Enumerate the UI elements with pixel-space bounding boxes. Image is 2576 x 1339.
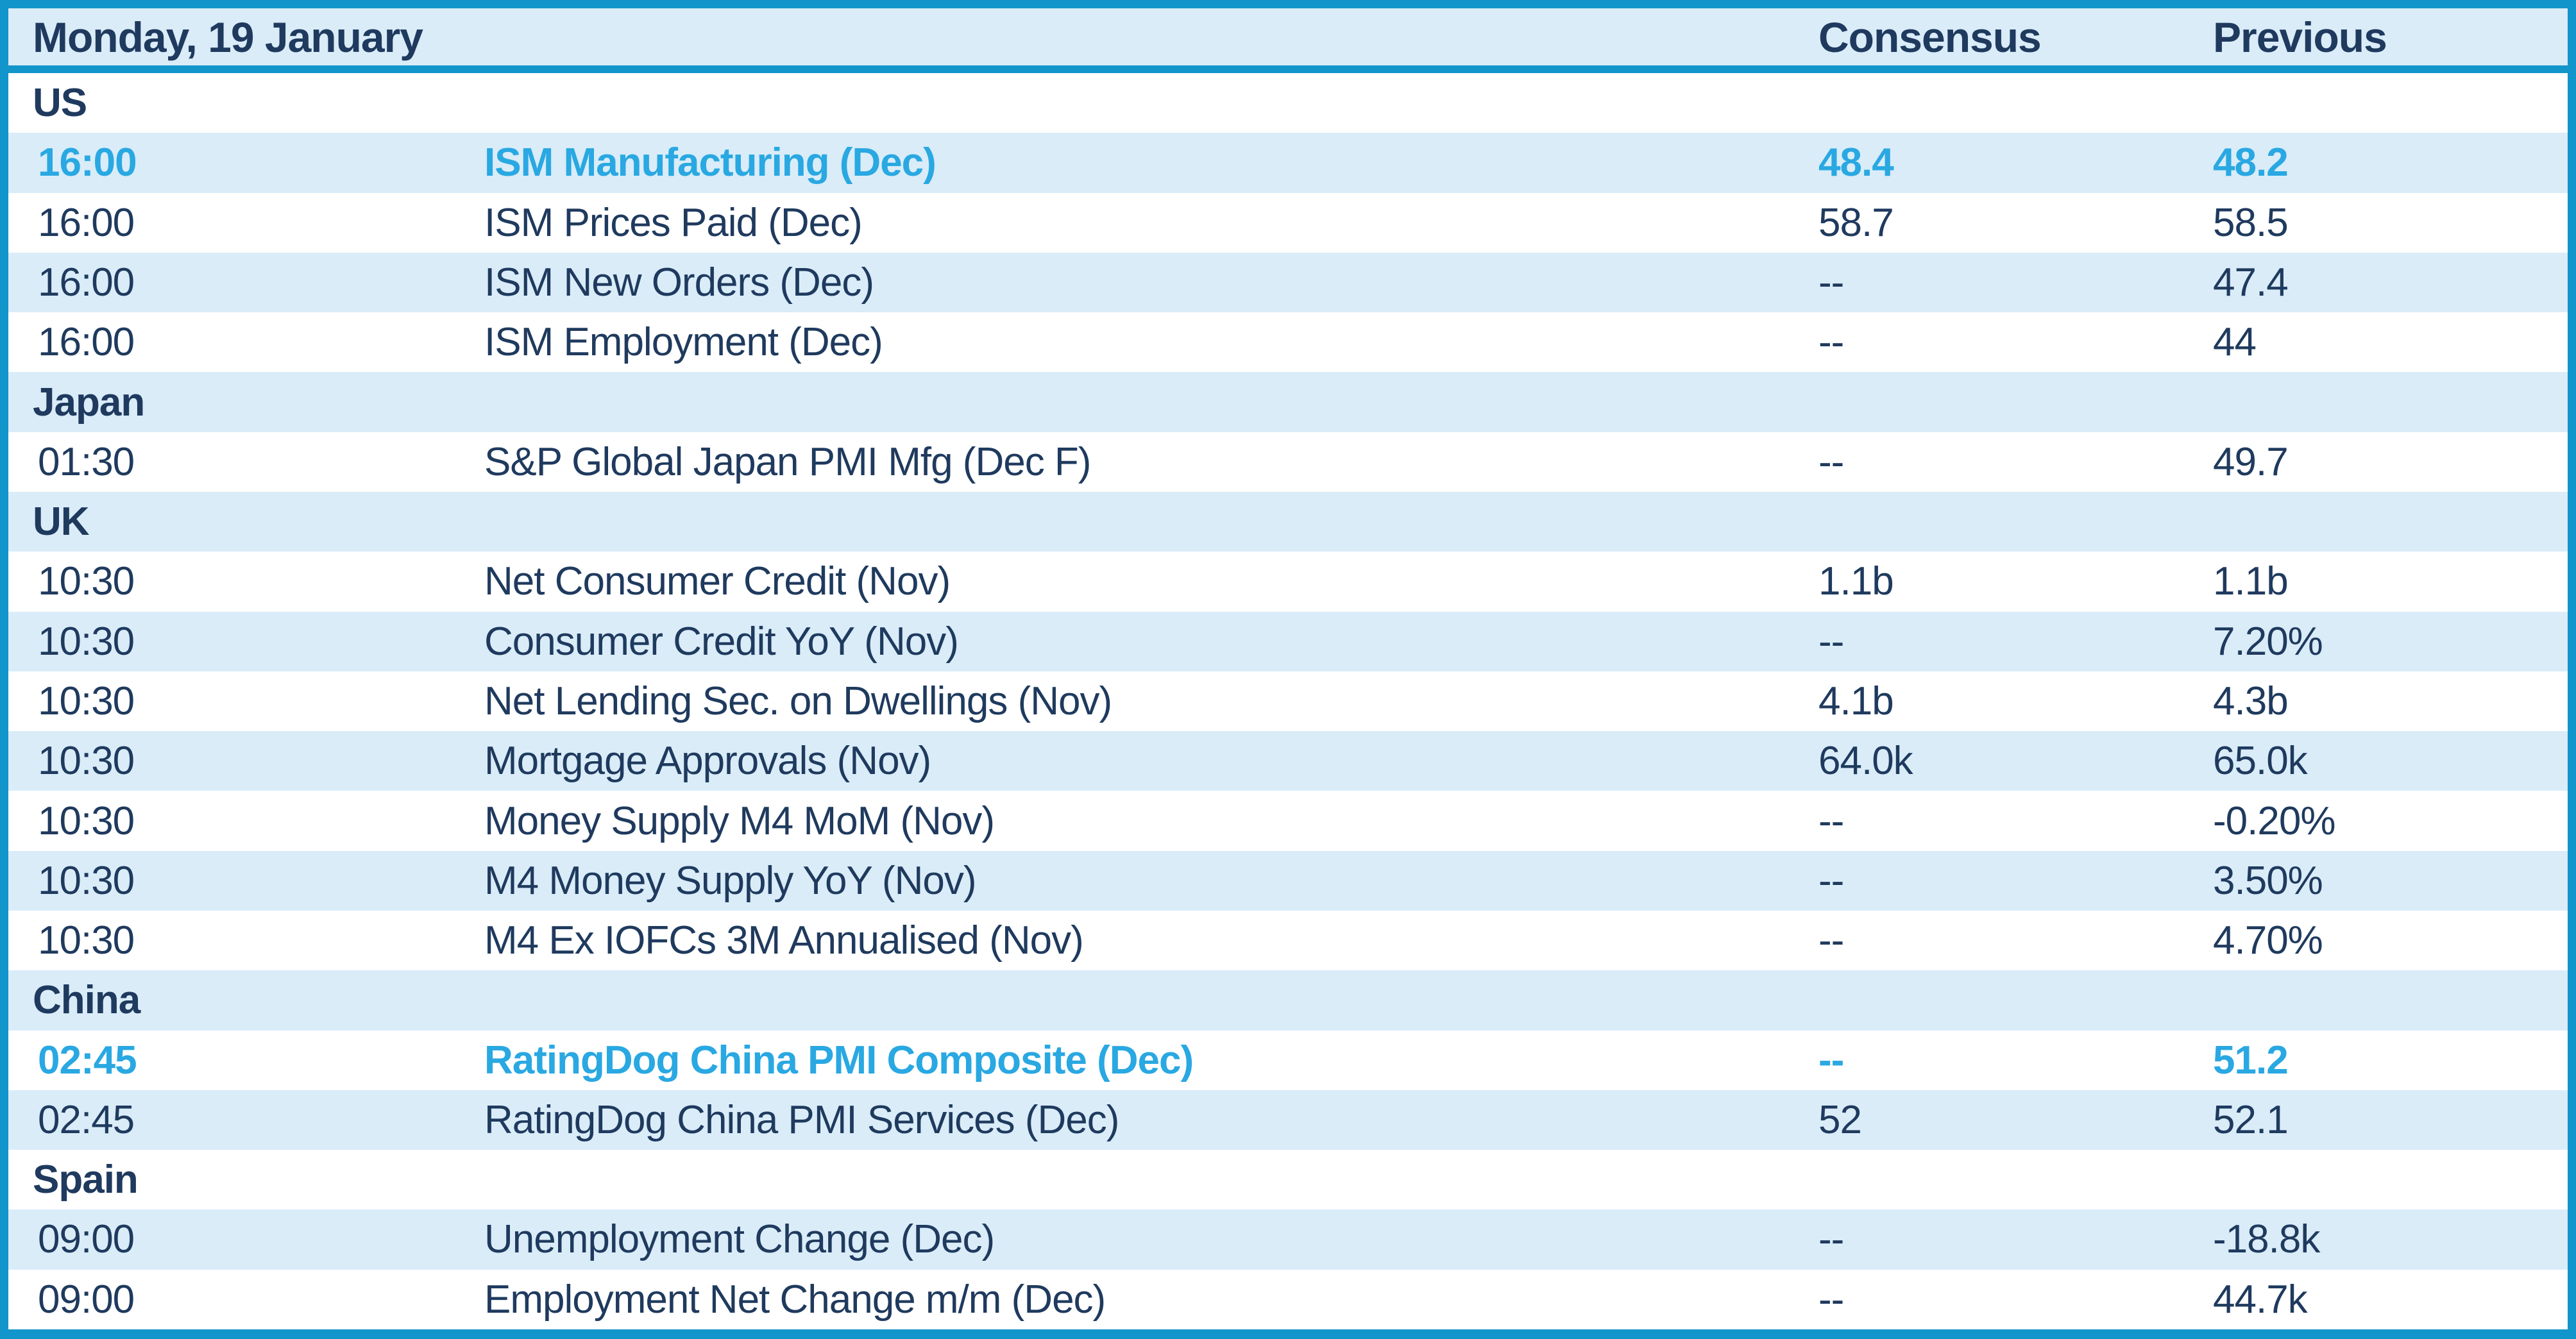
section-row: China <box>8 970 2568 1031</box>
event-row: 16:00 ISM Manufacturing (Dec) 48.4 48.2 <box>8 133 2568 193</box>
event-name-cell: ISM Manufacturing (Dec) <box>484 140 936 185</box>
section-label: UK <box>33 500 90 544</box>
previous-value-cell: 4.70% <box>2213 918 2323 963</box>
event-name-cell: ISM Employment (Dec) <box>484 320 883 365</box>
previous-value-cell: 7.20% <box>2213 619 2323 664</box>
section-label: Spain <box>33 1158 139 1202</box>
consensus-value-cell: -- <box>1818 1038 1844 1082</box>
consensus-value-cell: -- <box>1818 798 1844 843</box>
consensus-value-cell: -- <box>1818 1217 1844 1262</box>
event-time-cell: 09:00 <box>38 1217 135 1262</box>
consensus-value-cell: 58.7 <box>1818 200 1894 245</box>
consensus-value-cell: -- <box>1818 858 1844 903</box>
previous-value-cell: 48.2 <box>2213 140 2289 185</box>
event-row: 02:45 RatingDog China PMI Composite (Dec)… <box>8 1030 2568 1090</box>
event-row: 10:30 Mortgage Approvals (Nov) 64.0k 65.0k <box>8 731 2568 791</box>
previous-value-cell: 51.2 <box>2213 1038 2289 1082</box>
previous-value-cell: 49.7 <box>2213 439 2289 484</box>
table-header-row: Monday, 19 January Consensus Previous <box>8 8 2568 73</box>
previous-value-cell: 4.3b <box>2213 678 2289 723</box>
event-row: 16:00 ISM New Orders (Dec) -- 47.4 <box>8 252 2568 313</box>
consensus-value-cell: 48.4 <box>1818 140 1894 185</box>
consensus-value-cell: -- <box>1818 260 1844 305</box>
event-name-cell: M4 Ex IOFCs 3M Annualised (Nov) <box>484 918 1084 963</box>
previous-column-header: Previous <box>2213 13 2387 61</box>
section-label: US <box>33 81 87 126</box>
consensus-column-header: Consensus <box>1818 13 2042 61</box>
event-time-cell: 09:00 <box>38 1277 135 1322</box>
event-row: 02:45 RatingDog China PMI Services (Dec) 5… <box>8 1090 2568 1150</box>
event-row: 10:30 Net Consumer Credit (Nov) 1.1b 1.1b <box>8 552 2568 612</box>
event-name-cell: M4 Money Supply YoY (Nov) <box>484 858 977 903</box>
event-time-cell: 01:30 <box>38 439 135 484</box>
event-time-cell: 10:30 <box>38 619 135 664</box>
previous-value-cell: 1.1b <box>2213 559 2289 604</box>
event-time-cell: 16:00 <box>38 140 137 185</box>
event-time-cell: 10:30 <box>38 678 135 723</box>
event-time-cell: 16:00 <box>38 260 135 305</box>
event-row: 09:00 Employment Net Change m/m (Dec) -- 44… <box>8 1269 2568 1329</box>
previous-value-cell: 3.50% <box>2213 858 2323 903</box>
event-name-cell: S&P Global Japan PMI Mfg (Dec F) <box>484 439 1091 484</box>
event-time-cell: 02:45 <box>38 1097 135 1142</box>
event-name-cell: Net Lending Sec. on Dwellings (Nov) <box>484 678 1112 723</box>
section-row: UK <box>8 491 2568 552</box>
event-time-cell: 10:30 <box>38 739 135 784</box>
event-name-cell: Net Consumer Credit (Nov) <box>484 559 951 604</box>
consensus-value-cell: -- <box>1818 1277 1844 1322</box>
section-label: China <box>33 978 140 1023</box>
event-time-cell: 10:30 <box>38 858 135 903</box>
table-body: US 16:00 ISM Manufacturing (Dec) 48.4 48.2 16… <box>8 73 2568 1329</box>
event-row: 16:00 ISM Prices Paid (Dec) 58.7 58.5 <box>8 192 2568 253</box>
consensus-value-cell: 1.1b <box>1818 559 1894 604</box>
event-row: 10:30 Money Supply M4 MoM (Nov) -- -0.20% <box>8 791 2568 851</box>
consensus-value-cell: -- <box>1818 439 1844 484</box>
event-row: 10:30 M4 Ex IOFCs 3M Annualised (Nov) -- 4.… <box>8 910 2568 971</box>
event-name-cell: ISM New Orders (Dec) <box>484 260 874 305</box>
section-row: Japan <box>8 372 2568 432</box>
event-name-cell: Employment Net Change m/m (Dec) <box>484 1277 1106 1322</box>
event-row: 10:30 M4 Money Supply YoY (Nov) -- 3.50% <box>8 850 2568 911</box>
consensus-value-cell: 52 <box>1818 1097 1862 1142</box>
event-time-cell: 10:30 <box>38 798 135 843</box>
section-label: Japan <box>33 380 145 425</box>
previous-value-cell: -0.20% <box>2213 798 2335 843</box>
event-row: 10:30 Consumer Credit YoY (Nov) -- 7.20% <box>8 611 2568 671</box>
event-row: 01:30 S&P Global Japan PMI Mfg (Dec F) -- 4… <box>8 432 2568 492</box>
consensus-value-cell: -- <box>1818 320 1844 365</box>
event-row: 10:30 Net Lending Sec. on Dwellings (Nov)… <box>8 671 2568 732</box>
event-name-cell: Consumer Credit YoY (Nov) <box>484 619 959 664</box>
event-time-cell: 10:30 <box>38 918 135 963</box>
event-name-cell: RatingDog China PMI Composite (Dec) <box>484 1038 1194 1082</box>
previous-value-cell: -18.8k <box>2213 1217 2320 1262</box>
previous-value-cell: 65.0k <box>2213 739 2308 784</box>
event-name-cell: Mortgage Approvals (Nov) <box>484 739 931 784</box>
consensus-value-cell: 64.0k <box>1818 739 1913 784</box>
event-row: 09:00 Unemployment Change (Dec) -- -18.8k <box>8 1209 2568 1270</box>
previous-value-cell: 44 <box>2213 320 2257 365</box>
event-name-cell: Unemployment Change (Dec) <box>484 1217 995 1262</box>
previous-value-cell: 58.5 <box>2213 200 2289 245</box>
section-row: US <box>8 73 2568 133</box>
event-time-cell: 16:00 <box>38 200 135 245</box>
section-row: Spain <box>8 1150 2568 1210</box>
event-time-cell: 16:00 <box>38 320 135 365</box>
previous-value-cell: 47.4 <box>2213 260 2289 305</box>
event-time-cell: 02:45 <box>38 1038 137 1082</box>
consensus-value-cell: -- <box>1818 918 1844 963</box>
date-header: Monday, 19 January <box>33 13 423 61</box>
consensus-value-cell: -- <box>1818 619 1844 664</box>
event-time-cell: 10:30 <box>38 559 135 604</box>
event-name-cell: ISM Prices Paid (Dec) <box>484 200 863 245</box>
consensus-value-cell: 4.1b <box>1818 678 1894 723</box>
event-row: 16:00 ISM Employment (Dec) -- 44 <box>8 312 2568 373</box>
previous-value-cell: 52.1 <box>2213 1097 2289 1142</box>
event-name-cell: Money Supply M4 MoM (Nov) <box>484 798 995 843</box>
previous-value-cell: 44.7k <box>2213 1277 2308 1322</box>
event-name-cell: RatingDog China PMI Services (Dec) <box>484 1097 1119 1142</box>
